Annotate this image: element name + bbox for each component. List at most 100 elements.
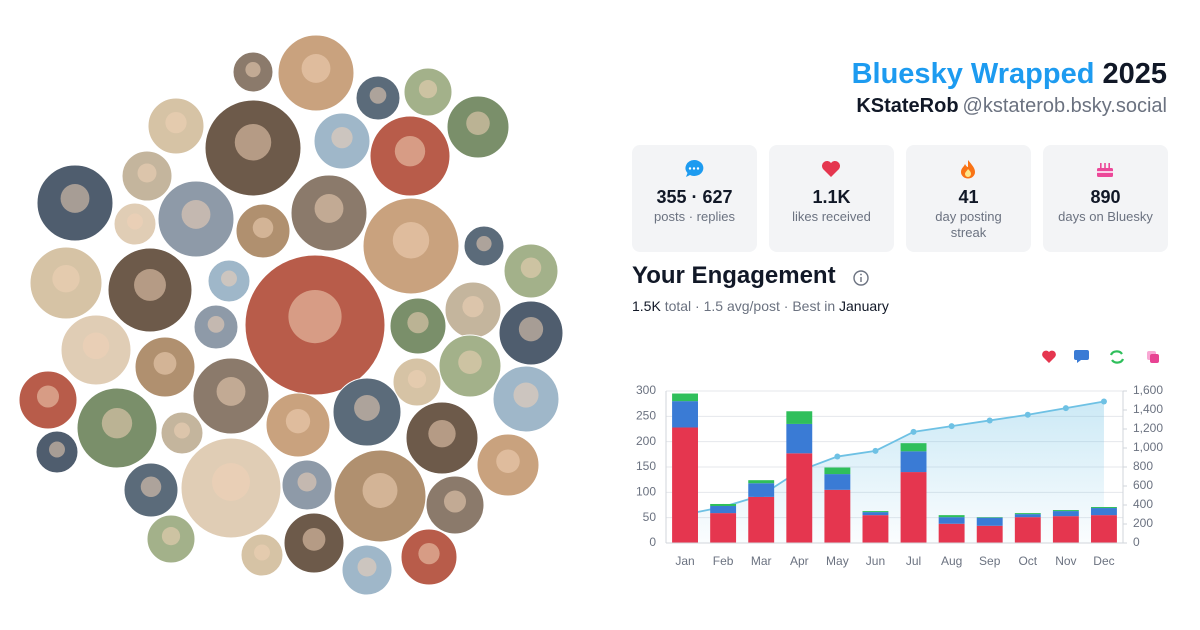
avatar-face xyxy=(49,441,65,458)
stat-card: 41 day posting streak xyxy=(906,145,1031,252)
avatar-face xyxy=(357,557,377,577)
avatar-face xyxy=(407,312,429,334)
cumulative-point xyxy=(1062,405,1069,412)
cumulative-point xyxy=(986,417,993,424)
avatar-face xyxy=(462,296,484,318)
streak-icon xyxy=(961,160,975,179)
stat-value: 890 xyxy=(1090,187,1121,207)
legend-repost-icon xyxy=(1109,350,1125,364)
avatar-face xyxy=(314,194,344,223)
stat-value: 41 xyxy=(958,187,979,207)
y-tick-label: 200 xyxy=(636,434,656,448)
avatar-face xyxy=(392,222,430,259)
avatar-face xyxy=(354,395,380,421)
stat-label: days on Bluesky xyxy=(1058,209,1153,224)
y-tick-label: 50 xyxy=(643,510,657,524)
cumulative-area xyxy=(685,401,1104,543)
avatar-face xyxy=(212,463,250,501)
bar-segment xyxy=(824,467,851,475)
y-tick-label: 100 xyxy=(636,485,656,499)
stat-value: 355 · 627 xyxy=(656,187,733,207)
bar-segment xyxy=(1091,508,1117,516)
y-tick-label: 0 xyxy=(649,535,656,549)
bar-segment xyxy=(1091,507,1117,509)
avatar-face xyxy=(134,269,166,301)
x-tick-label: Feb xyxy=(713,554,734,568)
y2-tick-label: 1,000 xyxy=(1133,440,1163,454)
bar-segment xyxy=(1014,514,1041,518)
avatar-face xyxy=(153,352,177,375)
avatar-face xyxy=(252,217,274,239)
bar-segment xyxy=(786,423,813,454)
avatar-face xyxy=(418,80,438,99)
bar-segment xyxy=(1052,511,1079,517)
title: Bluesky Wrapped 2025 xyxy=(852,58,1167,91)
stat-value: 1.1K xyxy=(812,187,851,207)
avatar-face xyxy=(407,370,427,389)
avatar-face xyxy=(140,476,162,498)
y2-tick-label: 1,200 xyxy=(1133,421,1163,435)
x-tick-label: Jul xyxy=(906,554,921,568)
bar-segment xyxy=(748,496,775,543)
avatar-face xyxy=(60,184,90,213)
avatar-face xyxy=(254,544,270,561)
cumulative-point xyxy=(1100,398,1107,405)
avatar-face xyxy=(520,257,542,279)
y2-tick-label: 400 xyxy=(1133,497,1153,511)
y2-tick-label: 800 xyxy=(1133,459,1153,473)
cumulative-point xyxy=(834,453,841,460)
likes-icon xyxy=(822,161,840,177)
info-icon[interactable] xyxy=(853,270,869,286)
stat-card: 1.1K likes received xyxy=(769,145,894,252)
x-tick-label: Jun xyxy=(866,554,885,568)
y-tick-label: 250 xyxy=(636,409,656,423)
avatar-face xyxy=(161,527,181,546)
bar-segment xyxy=(976,525,1003,543)
x-tick-label: Aug xyxy=(941,554,962,568)
y2-tick-label: 600 xyxy=(1133,478,1153,492)
cumulative-point xyxy=(948,423,955,430)
stat-label: day posting streak xyxy=(935,209,1002,240)
stat-label: posts · replies xyxy=(654,209,735,224)
avatar-face xyxy=(207,316,225,333)
cake-icon xyxy=(1097,163,1113,177)
y2-tick-label: 200 xyxy=(1133,516,1153,530)
x-tick-label: May xyxy=(826,554,849,568)
avatar-face xyxy=(331,127,353,149)
bar-segment xyxy=(976,517,1003,518)
summary-text: total · 1.5 avg/post · Best in xyxy=(664,298,836,314)
bar-segment xyxy=(862,512,889,516)
bar-segment xyxy=(1052,516,1079,543)
handle: @kstaterob.bsky.social xyxy=(962,95,1167,117)
bar-segment xyxy=(710,503,737,507)
avatar-face xyxy=(297,472,317,492)
x-tick-label: Apr xyxy=(790,554,809,568)
info-icon xyxy=(860,273,862,276)
avatar-face xyxy=(221,270,237,287)
avatar-face xyxy=(362,473,398,508)
summary-total: 1.5K xyxy=(632,298,661,314)
stat-label: likes received xyxy=(792,209,871,224)
avatar-face xyxy=(285,409,311,434)
avatar-face xyxy=(518,317,544,342)
y2-tick-label: 0 xyxy=(1133,535,1140,549)
x-tick-label: Sep xyxy=(979,554,1001,568)
stat-card: 890 days on Bluesky xyxy=(1043,145,1168,252)
bar-segment xyxy=(900,472,927,543)
engagement-summary: 1.5K total · 1.5 avg/post · Best in Janu… xyxy=(632,298,889,314)
bar-segment xyxy=(862,511,889,513)
legend-like-icon xyxy=(1042,350,1056,363)
avatar-face xyxy=(466,111,490,136)
avatar-cloud xyxy=(18,34,564,596)
avatar-face xyxy=(245,62,261,78)
avatar-face xyxy=(288,290,342,344)
title-year: 2025 xyxy=(1102,58,1167,90)
bar-segment xyxy=(1091,515,1117,543)
bar-segment xyxy=(824,474,851,490)
avatar-face xyxy=(216,377,246,406)
avatar-face xyxy=(301,54,331,83)
cumulative-point xyxy=(1024,411,1031,418)
bar-segment xyxy=(862,515,889,543)
